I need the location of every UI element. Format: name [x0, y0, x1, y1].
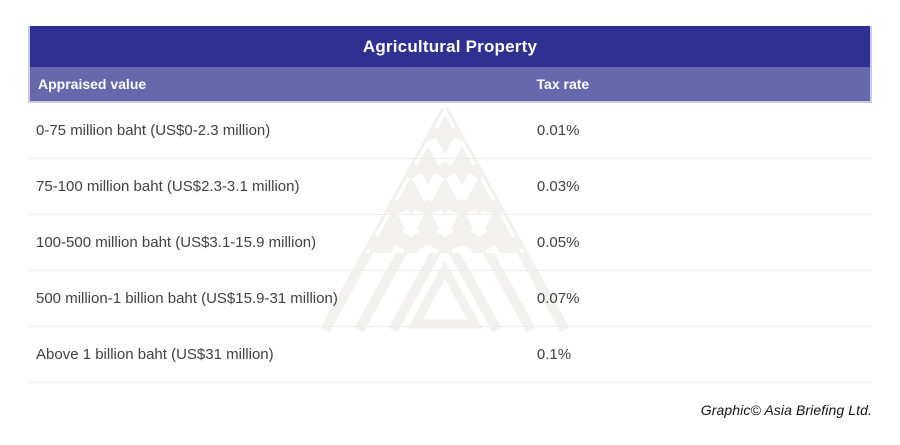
- table-row: 75-100 million baht (US$2.3-3.1 million)…: [28, 159, 872, 215]
- column-header-appraised-value: Appraised value: [38, 76, 147, 92]
- table-title-bar: Agricultural Property: [28, 26, 872, 67]
- table-body: 0-75 million baht (US$0-2.3 million) 0.0…: [28, 103, 872, 383]
- tax-rate-cell: 0.05%: [536, 234, 580, 251]
- table-title: Agricultural Property: [362, 36, 538, 56]
- tax-rate-cell: 0.01%: [536, 122, 580, 139]
- tax-rate-cell: 0.07%: [536, 290, 580, 307]
- tax-rate-cell: 0.1%: [536, 346, 572, 363]
- appraised-value-cell: 0-75 million baht (US$0-2.3 million): [36, 122, 271, 139]
- table-row: 100-500 million baht (US$3.1-15.9 millio…: [28, 215, 872, 271]
- appraised-value-cell: Above 1 billion baht (US$31 million): [36, 346, 274, 363]
- table-row: 0-75 million baht (US$0-2.3 million) 0.0…: [28, 103, 872, 159]
- table-column-header-row: Appraised value Tax rate: [28, 67, 872, 103]
- appraised-value-cell: 500 million-1 billion baht (US$15.9-31 m…: [36, 290, 338, 307]
- appraised-value-cell: 100-500 million baht (US$3.1-15.9 millio…: [36, 234, 317, 251]
- column-header-tax-rate: Tax rate: [536, 76, 590, 92]
- table-row: 500 million-1 billion baht (US$15.9-31 m…: [28, 271, 872, 327]
- appraised-value-cell: 75-100 million baht (US$2.3-3.1 million): [36, 178, 300, 195]
- tax-rate-table: Agricultural Property Appraised value Ta…: [28, 26, 872, 383]
- tax-rate-cell: 0.03%: [536, 178, 580, 195]
- table-row: Above 1 billion baht (US$31 million) 0.1…: [28, 327, 872, 383]
- graphic-credit: Graphic© Asia Briefing Ltd.: [700, 402, 872, 418]
